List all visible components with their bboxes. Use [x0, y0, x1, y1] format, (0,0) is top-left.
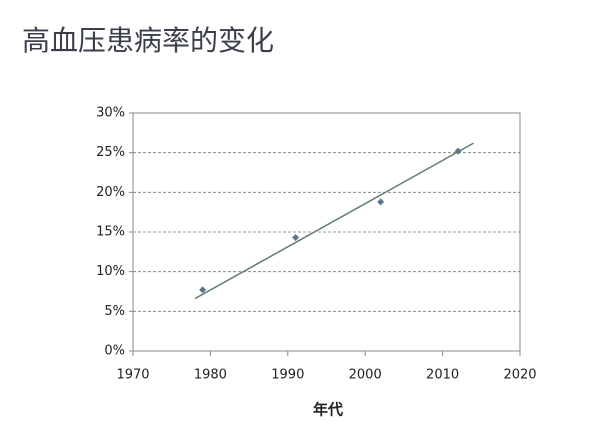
scatter-point	[377, 198, 385, 206]
x-tick-label: 1980	[194, 368, 227, 383]
scatter-point	[199, 286, 207, 294]
x-tick-label: 2020	[503, 368, 536, 383]
y-tick-label: 0%	[104, 344, 125, 359]
scatter-point	[292, 234, 300, 242]
y-tick-label: 10%	[96, 264, 125, 279]
trendline	[194, 142, 474, 300]
x-tick-label: 2000	[349, 368, 382, 383]
plot-frame	[132, 112, 521, 352]
x-tick-label: 1970	[116, 368, 149, 383]
y-tick-label: 30%	[96, 106, 125, 121]
scatter-point	[454, 147, 462, 155]
x-axis-label: 年代	[313, 401, 343, 419]
x-tick-label: 2010	[426, 368, 459, 383]
y-tick-label: 25%	[96, 145, 125, 160]
y-tick-label: 15%	[96, 225, 125, 240]
chart-title: 高血压患病率的变化	[22, 24, 274, 57]
x-tick-label: 1990	[271, 368, 304, 383]
y-tick-label: 20%	[96, 185, 125, 200]
y-tick-label: 5%	[104, 304, 125, 319]
